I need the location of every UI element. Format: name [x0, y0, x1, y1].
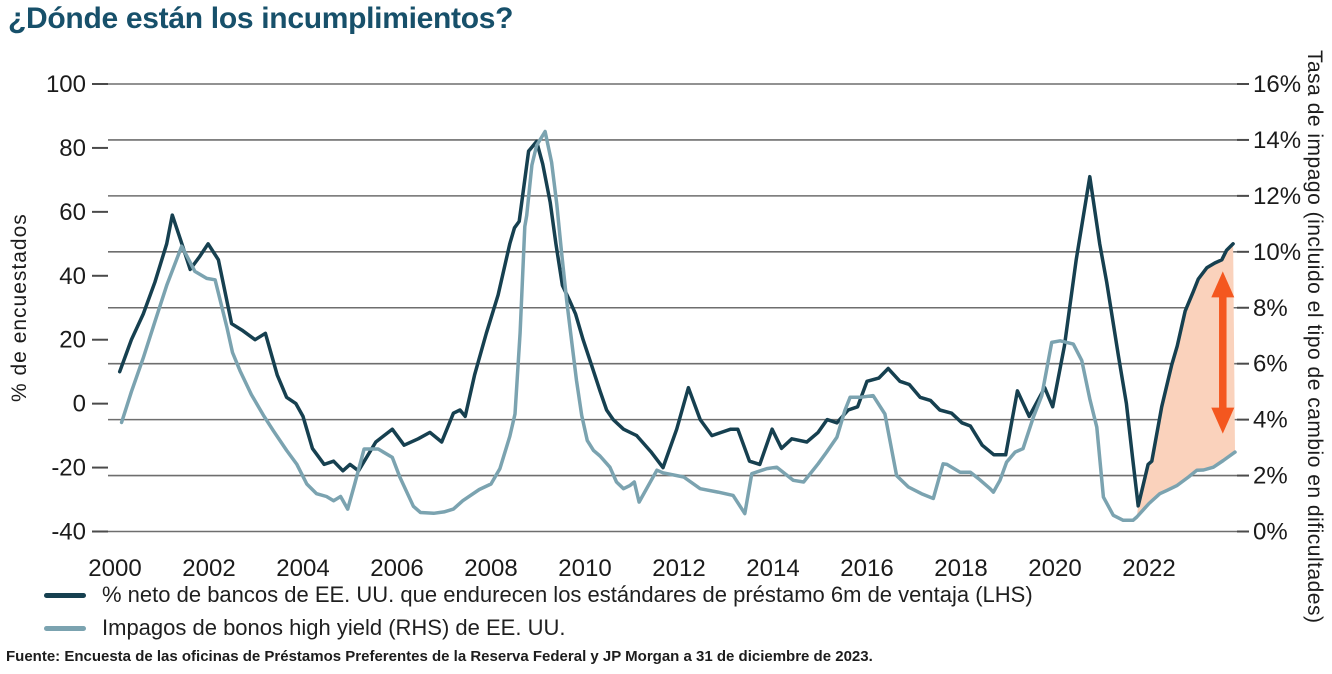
right-tick-label: 14%	[1253, 127, 1301, 154]
x-tick-label: 2022	[1122, 555, 1175, 582]
shaded-gap-region	[1136, 243, 1236, 517]
left-tick-label: 20	[59, 327, 86, 354]
right-tick-label: 4%	[1253, 407, 1288, 434]
right-tick-label: 16%	[1253, 71, 1301, 98]
left-tick-label: -20	[51, 455, 86, 482]
right-tick-label: 0%	[1253, 519, 1288, 546]
right-tick-label: 10%	[1253, 239, 1301, 266]
right-tick-label: 6%	[1253, 351, 1288, 378]
left-tick-label: -40	[51, 519, 86, 546]
left-tick-label: 40	[59, 263, 86, 290]
right-axis-title: Tasa de impago (incluido el tipo de camb…	[1303, 50, 1326, 624]
gap-arrow-head-up	[1211, 271, 1235, 298]
left-tick-label: 60	[59, 199, 86, 226]
legend-label: % neto de bancos de EE. UU. que endurece…	[102, 582, 1033, 607]
x-tick-label: 2016	[840, 555, 893, 582]
legend-label: Impagos de bonos high yield (RHS) de EE.…	[102, 615, 566, 640]
left-tick-label: 100	[46, 71, 86, 98]
x-tick-label: 2004	[276, 555, 329, 582]
right-tick-label: 2%	[1253, 463, 1288, 490]
x-tick-label: 2008	[464, 555, 517, 582]
chart-title: ¿Dónde están los incumplimientos?	[8, 2, 514, 35]
chart-legend: % neto de bancos de EE. UU. que endurece…	[44, 582, 1033, 648]
x-tick-label: 2010	[558, 555, 611, 582]
tightening-standards-line	[117, 139, 1235, 508]
defaults-line-swatch	[44, 625, 86, 631]
source-note: Fuente: Encuesta de las oficinas de Prés…	[6, 648, 873, 665]
x-tick-label: 2012	[652, 555, 705, 582]
x-tick-label: 2006	[370, 555, 423, 582]
x-tick-label: 2020	[1028, 555, 1081, 582]
high-yield-defaults-line	[119, 129, 1237, 523]
legend-item-tightening: % neto de bancos de EE. UU. que endurece…	[44, 582, 1033, 608]
x-tick-label: 2018	[934, 555, 987, 582]
right-tick-label: 8%	[1253, 295, 1288, 322]
gap-arrow-head-down	[1211, 407, 1235, 434]
left-tick-label: 80	[59, 135, 86, 162]
x-tick-label: 2002	[182, 555, 235, 582]
left-tick-label: 0	[73, 391, 86, 418]
tightening-line-swatch	[44, 592, 86, 598]
x-tick-label: 2014	[746, 555, 799, 582]
right-tick-label: 12%	[1253, 183, 1301, 210]
x-tick-label: 2000	[88, 555, 141, 582]
legend-item-defaults: Impagos de bonos high yield (RHS) de EE.…	[44, 615, 1033, 641]
